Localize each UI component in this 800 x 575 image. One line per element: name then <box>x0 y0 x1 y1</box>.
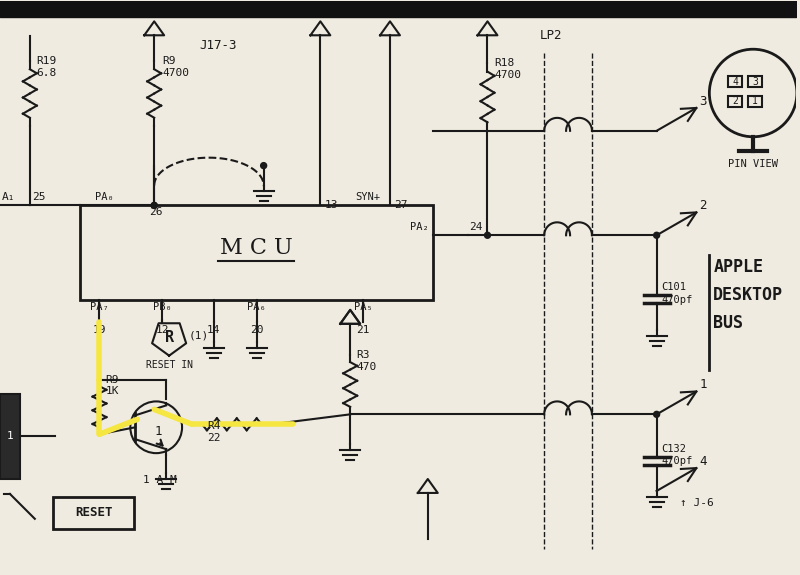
Text: 3: 3 <box>699 95 707 108</box>
Circle shape <box>654 232 660 238</box>
Text: PA₀: PA₀ <box>95 193 114 202</box>
FancyBboxPatch shape <box>0 394 20 479</box>
Text: 470pf: 470pf <box>662 295 693 305</box>
Circle shape <box>654 411 660 417</box>
Text: PA₂: PA₂ <box>410 223 429 232</box>
FancyBboxPatch shape <box>53 497 134 529</box>
Text: RESET IN: RESET IN <box>146 359 193 370</box>
Text: 12: 12 <box>155 325 169 335</box>
Text: 6.8: 6.8 <box>36 68 56 78</box>
Text: PB₀: PB₀ <box>153 302 171 312</box>
Text: DESKTOP: DESKTOP <box>714 286 783 304</box>
Text: 4700: 4700 <box>494 70 522 80</box>
Text: APPLE: APPLE <box>714 258 763 276</box>
Text: 2: 2 <box>732 97 738 106</box>
Text: 14: 14 <box>207 325 221 335</box>
Text: 24: 24 <box>470 223 483 232</box>
Text: 19: 19 <box>93 325 106 335</box>
Text: 470pf: 470pf <box>662 456 693 466</box>
Text: A₁: A₁ <box>2 193 15 202</box>
Text: R4: R4 <box>207 421 221 431</box>
Text: 27: 27 <box>394 201 407 210</box>
Text: PA₆: PA₆ <box>247 302 266 312</box>
Text: 2: 2 <box>699 200 707 212</box>
Text: PA₅: PA₅ <box>354 302 373 312</box>
Text: R: R <box>165 330 174 345</box>
Text: 1 A M: 1 A M <box>143 475 177 485</box>
Text: 1: 1 <box>154 425 162 438</box>
Text: R19: R19 <box>36 56 56 66</box>
Text: C132: C132 <box>662 444 686 454</box>
Circle shape <box>261 163 266 168</box>
Text: 4700: 4700 <box>162 68 189 78</box>
Text: R3: R3 <box>356 350 370 359</box>
Text: 1: 1 <box>752 97 758 106</box>
Text: 4: 4 <box>732 76 738 87</box>
Text: R9: R9 <box>106 374 119 385</box>
Circle shape <box>485 232 490 238</box>
Text: (1): (1) <box>189 331 210 341</box>
Circle shape <box>151 202 157 208</box>
Text: PIN VIEW: PIN VIEW <box>728 159 778 168</box>
Text: 1: 1 <box>6 431 14 441</box>
Text: 4: 4 <box>699 455 707 468</box>
Text: 25: 25 <box>32 193 46 202</box>
Text: 20: 20 <box>250 325 263 335</box>
Text: R9: R9 <box>162 56 176 66</box>
Text: R18: R18 <box>494 58 514 68</box>
Text: 22: 22 <box>207 433 221 443</box>
Text: LP2: LP2 <box>540 29 562 43</box>
Text: BUS: BUS <box>714 314 743 332</box>
Text: J17-3: J17-3 <box>199 39 237 52</box>
Circle shape <box>151 202 157 208</box>
Text: 470: 470 <box>356 362 377 371</box>
Text: SYN+: SYN+ <box>356 193 381 202</box>
Text: C101: C101 <box>662 282 686 292</box>
Text: RESET: RESET <box>74 507 112 519</box>
Text: ↑ J-6: ↑ J-6 <box>679 498 714 508</box>
Text: 26: 26 <box>150 208 162 217</box>
Text: 3: 3 <box>752 76 758 87</box>
Text: 1: 1 <box>699 378 707 392</box>
Text: 21: 21 <box>356 325 370 335</box>
Text: 1K: 1K <box>106 386 119 396</box>
Text: M C U: M C U <box>220 237 293 259</box>
Text: 13: 13 <box>324 201 338 210</box>
Text: PA₇: PA₇ <box>90 302 109 312</box>
